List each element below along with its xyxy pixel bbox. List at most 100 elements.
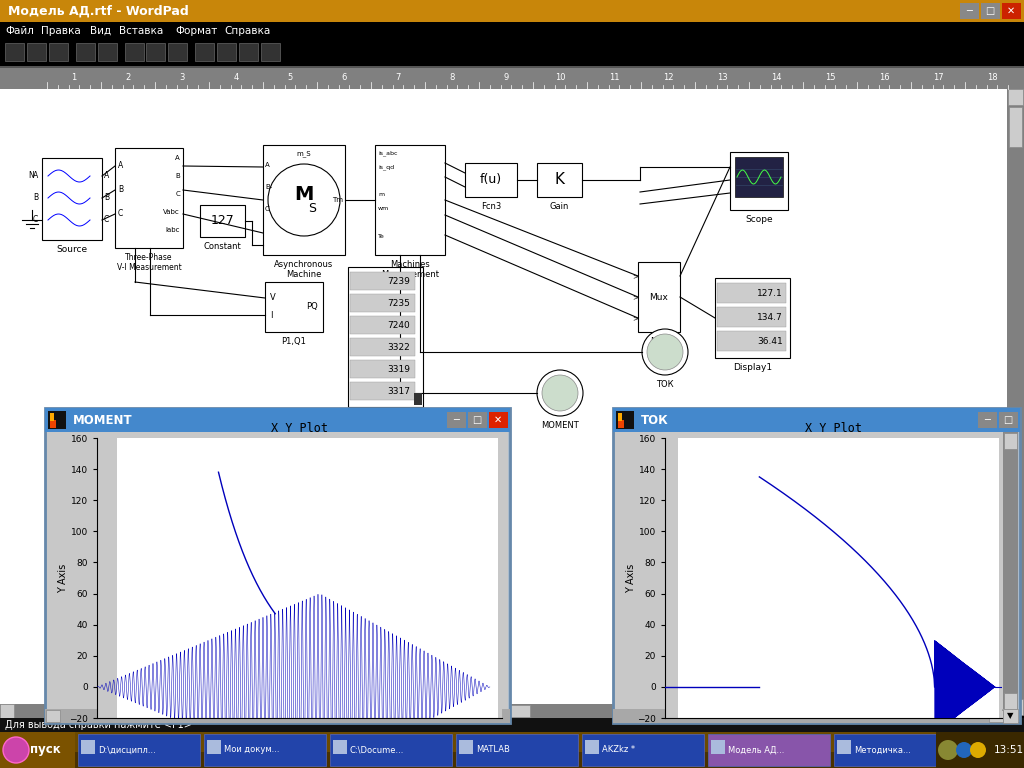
Text: 15: 15 — [824, 74, 836, 82]
Text: AKZkz *: AKZkz * — [602, 746, 635, 754]
Bar — [350, 316, 415, 334]
Bar — [1007, 89, 1024, 715]
Bar — [638, 262, 680, 332]
Text: B: B — [118, 186, 123, 194]
Text: Iabc: Iabc — [166, 227, 180, 233]
Bar — [715, 278, 790, 358]
Text: I: I — [270, 310, 272, 319]
Text: Для вывода справки нажмите <F1>: Для вывода справки нажмите <F1> — [5, 720, 191, 730]
Text: Scope: Scope — [745, 215, 773, 224]
Bar — [717, 307, 786, 327]
Y-axis label: Y Axis: Y Axis — [626, 564, 636, 593]
Circle shape — [542, 375, 578, 411]
Text: 4: 4 — [233, 74, 239, 82]
Bar — [333, 740, 347, 754]
Text: MATLAB: MATLAB — [476, 746, 510, 754]
Bar — [717, 331, 786, 351]
Text: 134.7: 134.7 — [758, 313, 783, 322]
Bar — [50, 413, 54, 421]
Circle shape — [537, 370, 583, 416]
Text: 3322: 3322 — [387, 343, 410, 352]
Text: 17: 17 — [933, 74, 943, 82]
Circle shape — [642, 329, 688, 375]
Bar — [981, 3, 1000, 19]
Bar — [265, 282, 323, 332]
Bar — [0, 0, 1024, 22]
Bar — [0, 718, 1024, 732]
Text: 10: 10 — [555, 74, 565, 82]
Text: ТОК: ТОК — [641, 413, 669, 426]
Bar — [45, 709, 510, 723]
Bar — [1004, 433, 1017, 449]
Text: PQ: PQ — [306, 303, 318, 312]
Bar — [263, 145, 345, 255]
Text: P1,Q1: P1,Q1 — [282, 337, 306, 346]
Bar — [0, 89, 1007, 715]
Text: 127.1: 127.1 — [758, 289, 783, 297]
Text: Tm: Tm — [332, 197, 343, 203]
Text: C: C — [175, 191, 180, 197]
Bar — [1004, 693, 1017, 709]
Text: A: A — [33, 171, 38, 180]
Bar — [350, 360, 415, 378]
Text: C: C — [104, 216, 110, 224]
Bar — [330, 734, 452, 766]
Bar — [585, 740, 599, 754]
Bar — [447, 412, 466, 428]
Text: ─: ─ — [984, 415, 990, 425]
Text: C: C — [33, 216, 38, 224]
Bar — [1002, 709, 1018, 723]
Bar — [456, 734, 578, 766]
Bar — [489, 412, 508, 428]
Text: пуск: пуск — [30, 743, 60, 756]
Bar — [616, 411, 634, 429]
Text: Fcn3: Fcn3 — [481, 202, 501, 211]
Text: B: B — [175, 173, 180, 179]
Text: 7240: 7240 — [387, 320, 410, 329]
Bar — [468, 412, 487, 428]
Bar — [217, 43, 236, 61]
Text: f(u): f(u) — [480, 174, 502, 187]
Bar — [45, 408, 510, 723]
Bar — [711, 740, 725, 754]
Text: S: S — [308, 201, 316, 214]
Text: 3: 3 — [179, 74, 184, 82]
Bar — [618, 420, 624, 428]
Text: Модель АД.rtf - WordPad: Модель АД.rtf - WordPad — [8, 5, 188, 18]
Bar — [350, 294, 415, 312]
Bar — [350, 382, 415, 400]
Text: Display: Display — [369, 412, 402, 421]
Bar — [47, 432, 508, 721]
Text: is_qd: is_qd — [378, 164, 394, 170]
Text: 18: 18 — [987, 74, 997, 82]
Text: 7239: 7239 — [387, 276, 410, 286]
Bar — [993, 704, 1007, 718]
Text: is_abc: is_abc — [378, 151, 397, 156]
Text: Asynchronous
Machine: Asynchronous Machine — [274, 260, 334, 280]
Text: A: A — [175, 155, 180, 161]
Bar — [837, 740, 851, 754]
Bar — [348, 267, 423, 407]
Bar — [0, 732, 75, 768]
Circle shape — [970, 742, 986, 758]
Circle shape — [3, 737, 29, 763]
Text: Mux: Mux — [649, 293, 669, 302]
Text: Методичка...: Методичка... — [854, 746, 911, 754]
Text: 6: 6 — [341, 74, 347, 82]
Bar — [207, 740, 221, 754]
Bar — [146, 43, 165, 61]
Text: ТОК: ТОК — [656, 380, 674, 389]
Text: 5: 5 — [288, 74, 293, 82]
Bar — [0, 704, 1007, 718]
Text: Вид: Вид — [90, 26, 112, 36]
Bar — [0, 66, 1024, 68]
Text: C: C — [118, 210, 123, 219]
Bar — [1009, 107, 1022, 147]
Bar — [465, 163, 517, 197]
Bar — [0, 752, 1024, 768]
Text: A: A — [118, 161, 123, 170]
Bar — [204, 734, 326, 766]
Bar — [350, 338, 415, 356]
Bar — [0, 40, 1024, 66]
Bar — [350, 272, 415, 290]
